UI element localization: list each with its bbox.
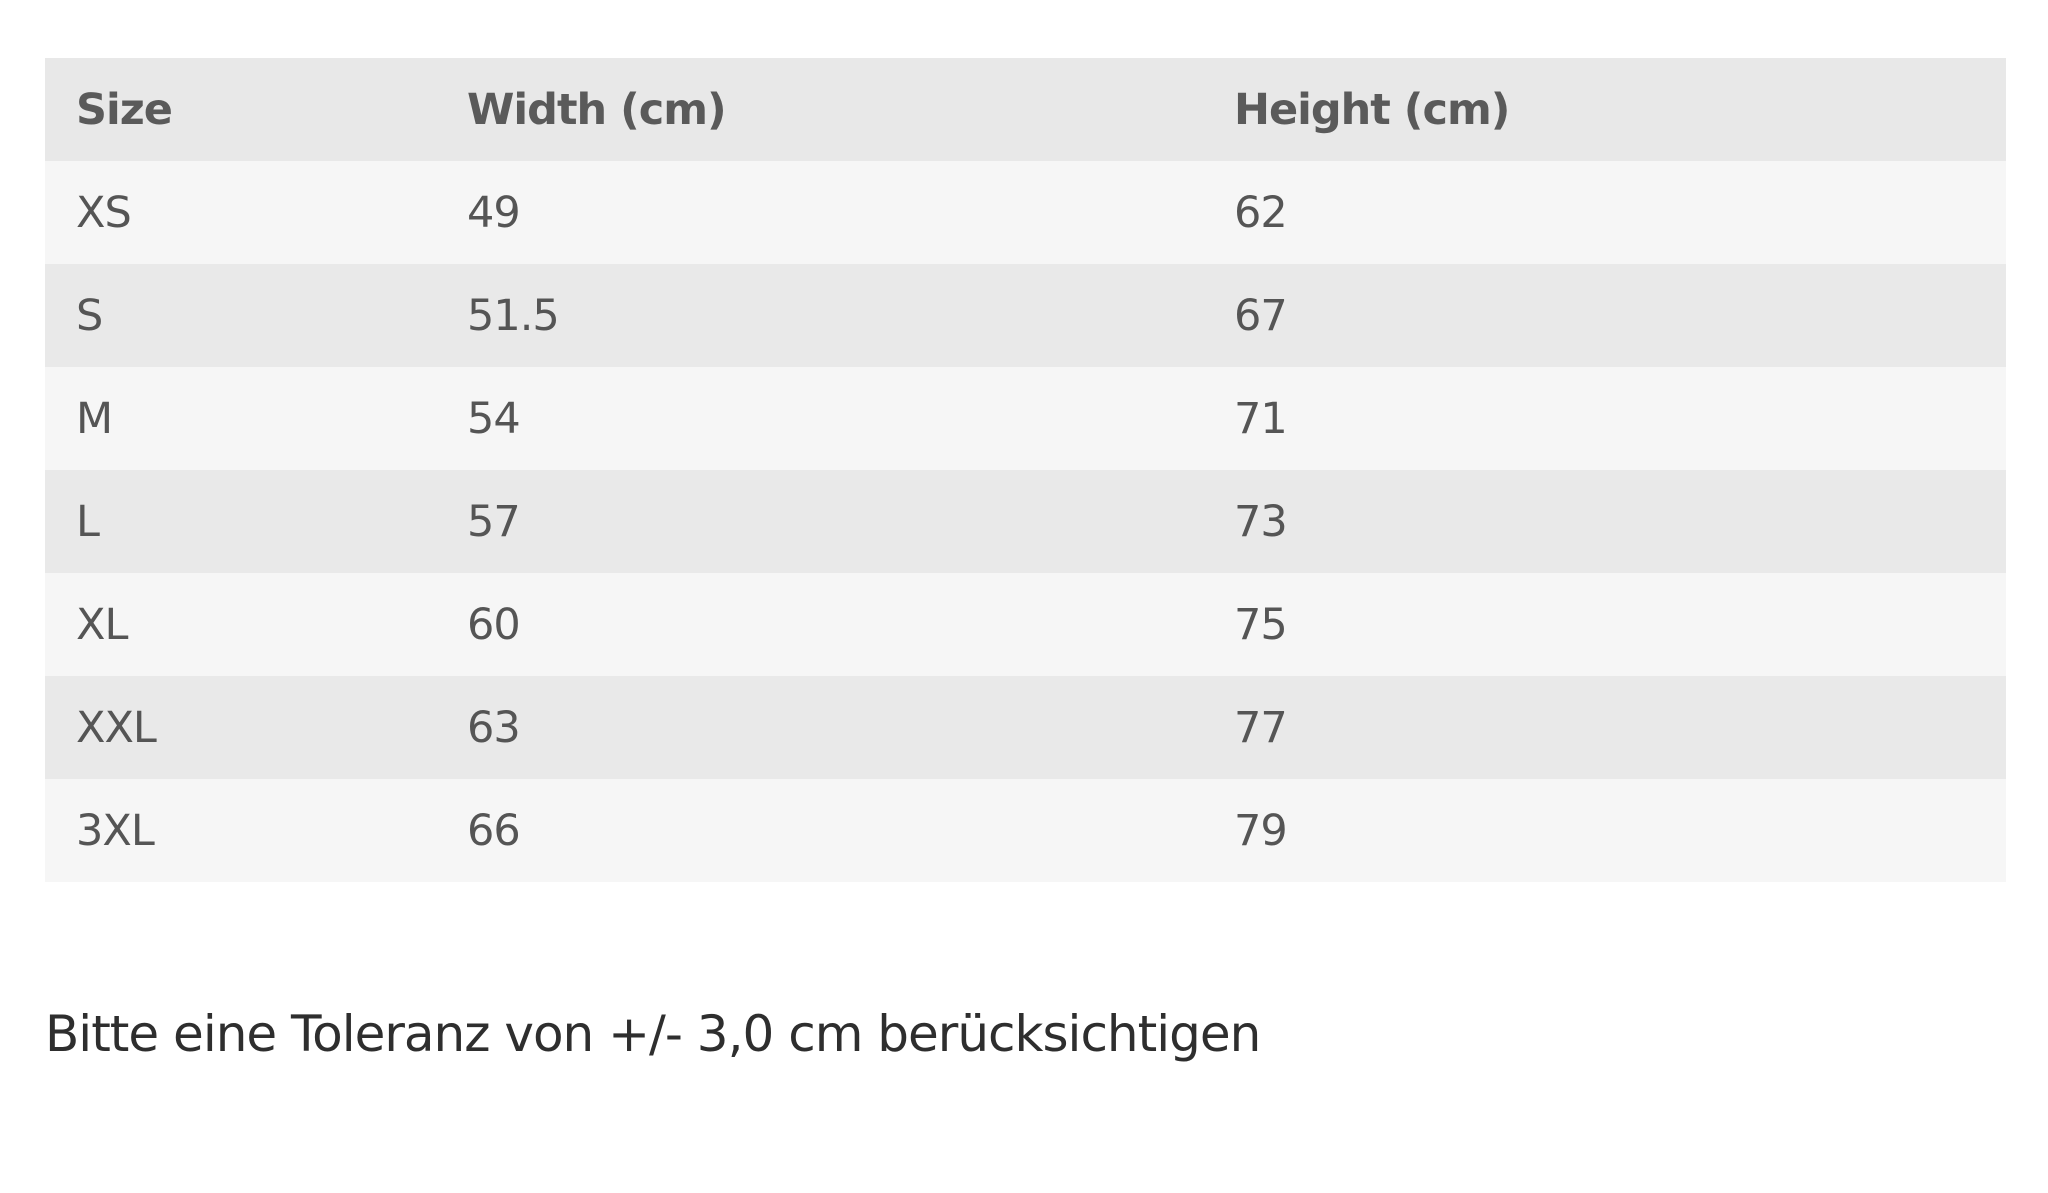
cell-size: XS [45, 161, 436, 264]
cell-height: 79 [1203, 779, 2006, 882]
cell-height: 75 [1203, 573, 2006, 676]
cell-width: 57 [436, 470, 1203, 573]
tolerance-note: Bitte eine Toleranz von +/- 3,0 cm berüc… [45, 1005, 1261, 1063]
cell-height: 73 [1203, 470, 2006, 573]
table-row: XS 49 62 [45, 161, 2006, 264]
cell-height: 77 [1203, 676, 2006, 779]
cell-size: M [45, 367, 436, 470]
table-row: M 54 71 [45, 367, 2006, 470]
cell-width: 51.5 [436, 264, 1203, 367]
cell-size: XXL [45, 676, 436, 779]
cell-size: L [45, 470, 436, 573]
header-width: Width (cm) [436, 58, 1203, 161]
cell-width: 66 [436, 779, 1203, 882]
cell-size: S [45, 264, 436, 367]
cell-width: 60 [436, 573, 1203, 676]
cell-size: XL [45, 573, 436, 676]
cell-height: 62 [1203, 161, 2006, 264]
table-row: 3XL 66 79 [45, 779, 2006, 882]
table-row: XL 60 75 [45, 573, 2006, 676]
cell-width: 54 [436, 367, 1203, 470]
size-chart-table: Size Width (cm) Height (cm) XS 49 62 S 51.5 6… [45, 58, 2006, 882]
header-height: Height (cm) [1203, 58, 2006, 161]
table-row: XXL 63 77 [45, 676, 2006, 779]
table-row: S 51.5 67 [45, 264, 2006, 367]
cell-width: 63 [436, 676, 1203, 779]
table-header-row: Size Width (cm) Height (cm) [45, 58, 2006, 161]
cell-height: 67 [1203, 264, 2006, 367]
cell-height: 71 [1203, 367, 2006, 470]
cell-size: 3XL [45, 779, 436, 882]
cell-width: 49 [436, 161, 1203, 264]
header-size: Size [45, 58, 436, 161]
table-row: L 57 73 [45, 470, 2006, 573]
